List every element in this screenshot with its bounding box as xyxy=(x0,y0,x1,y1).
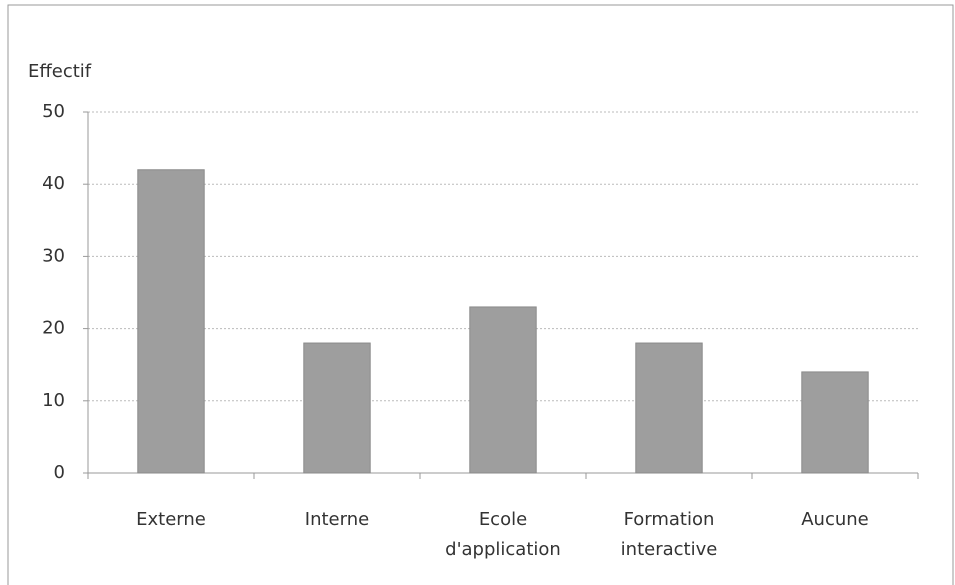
y-tick-label: 10 xyxy=(42,390,65,411)
x-tick-label: Aucune xyxy=(801,509,869,530)
bar xyxy=(801,371,869,474)
bar xyxy=(137,169,205,474)
x-tick-label: Formation interactive xyxy=(620,509,718,560)
x-tick-label: Externe xyxy=(136,509,206,530)
y-axis-label: Effectif xyxy=(28,61,92,82)
y-tick-label: 20 xyxy=(42,318,65,339)
y-tick-label: 50 xyxy=(42,101,65,122)
chart-frame xyxy=(7,4,954,585)
x-tick-label: Interne xyxy=(304,509,370,530)
y-tick-label: 40 xyxy=(42,173,65,194)
y-tick-label: 30 xyxy=(42,245,65,266)
bar xyxy=(635,342,703,474)
bar xyxy=(303,342,371,474)
bar xyxy=(469,306,537,474)
y-tick-label: 0 xyxy=(54,462,65,483)
x-tick-label: Ecole d'application xyxy=(445,509,561,560)
